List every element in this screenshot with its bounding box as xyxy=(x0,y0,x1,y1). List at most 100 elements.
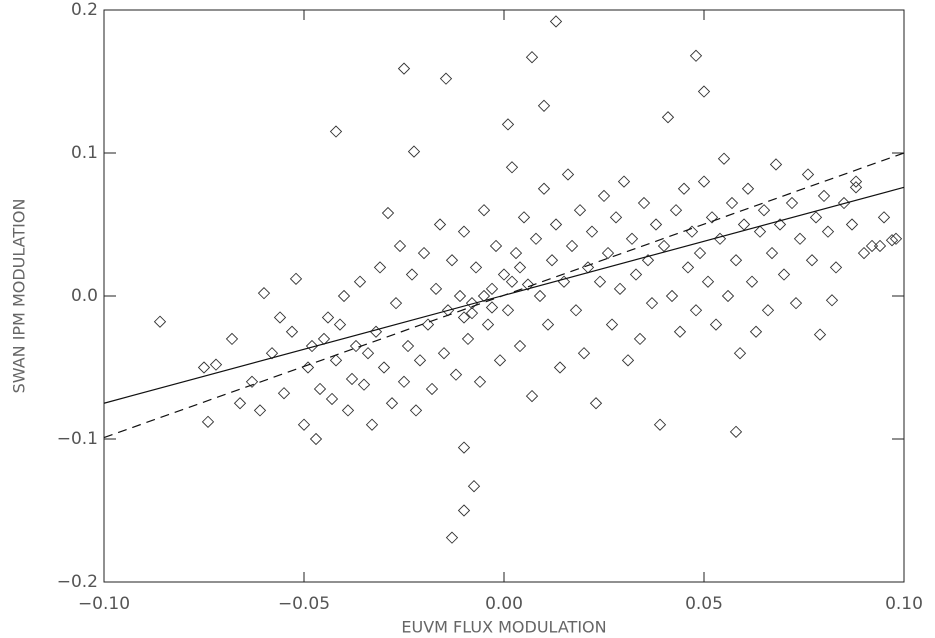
scatter-point xyxy=(277,387,291,400)
scatter-point xyxy=(513,261,527,274)
scatter-point xyxy=(577,347,591,360)
scatter-point xyxy=(653,418,667,431)
scatter-point xyxy=(873,239,887,253)
scatter-point xyxy=(197,361,211,374)
scatter-point xyxy=(341,404,355,417)
scatter-point xyxy=(821,225,835,238)
scatter-point xyxy=(813,328,827,341)
scatter-point xyxy=(637,196,651,210)
scatter-point xyxy=(325,392,339,406)
scatter-point xyxy=(377,361,391,374)
scatter-point xyxy=(673,325,687,338)
scatter-point xyxy=(465,307,479,320)
y-axis-title: SWAN IPM MODULATION xyxy=(10,199,29,394)
scatter-point xyxy=(889,232,903,245)
scatter-point xyxy=(845,218,859,231)
scatter-point xyxy=(649,218,663,231)
scatter-point xyxy=(849,175,863,188)
scatter-point xyxy=(717,152,731,165)
scatter-point xyxy=(429,282,443,295)
y-tick-label: 0.0 xyxy=(71,286,98,306)
scatter-point xyxy=(737,218,751,231)
scatter-point xyxy=(681,261,695,274)
scatter-point xyxy=(629,268,643,281)
scatter-point xyxy=(689,304,703,317)
scatter-point xyxy=(741,182,755,195)
scatter-point xyxy=(201,415,215,428)
scatter-point xyxy=(825,294,839,307)
scatter-point xyxy=(421,318,435,331)
scatter-point xyxy=(601,246,615,260)
scatter-point xyxy=(445,531,459,544)
scatter-point xyxy=(457,441,471,454)
scatter-point xyxy=(529,232,543,245)
scatter-point xyxy=(709,318,723,331)
scatter-point xyxy=(533,289,547,303)
scatter-point xyxy=(573,204,587,217)
y-tick-label: 0.1 xyxy=(71,143,98,163)
scatter-point xyxy=(297,418,311,431)
scatter-point xyxy=(501,304,515,317)
scatter-point xyxy=(225,332,239,346)
x-axis-title: EUVM FLUX MODULATION xyxy=(401,618,606,637)
scatter-point xyxy=(485,301,499,314)
scatter-point xyxy=(765,246,779,260)
scatter-point xyxy=(437,347,451,360)
scatter-point xyxy=(329,354,343,367)
scatter-point xyxy=(385,397,399,410)
x-tick-label: −0.05 xyxy=(278,594,330,614)
scatter-point xyxy=(685,225,699,238)
scatter-point xyxy=(417,246,431,260)
scatter-point xyxy=(777,268,791,281)
scatter-point xyxy=(809,211,823,224)
scatter-point xyxy=(509,246,523,260)
scatter-point xyxy=(801,168,815,181)
scatter-point xyxy=(521,278,535,291)
scatter-point xyxy=(785,196,799,210)
y-tick-label: 0.2 xyxy=(71,0,98,20)
scatter-point xyxy=(457,225,471,238)
scatter-point xyxy=(485,282,499,295)
scatter-point xyxy=(617,175,631,188)
scatter-point xyxy=(761,304,775,317)
scatter-point xyxy=(597,189,611,203)
scatter-point xyxy=(389,297,403,310)
scatter-point xyxy=(697,85,711,98)
x-tick-label: 0.10 xyxy=(885,594,923,614)
scatter-point xyxy=(561,168,575,181)
scatter-point xyxy=(381,206,395,220)
scatter-point xyxy=(565,239,579,253)
scatter-point xyxy=(273,311,287,324)
scatter-point xyxy=(397,62,411,75)
scatter-point xyxy=(713,232,727,245)
scatter-point xyxy=(645,297,659,310)
scatter-point xyxy=(677,182,691,195)
scatter-point xyxy=(749,325,763,338)
scatter-point xyxy=(865,239,879,253)
scatter-point xyxy=(641,254,655,267)
scatter-point xyxy=(569,304,583,317)
plot-frame xyxy=(103,9,905,583)
scatter-point xyxy=(425,382,439,396)
scatter-point xyxy=(693,246,707,260)
scatter-point xyxy=(505,275,519,288)
scatter-point xyxy=(489,239,503,253)
scatter-point xyxy=(497,268,511,281)
scatter-point xyxy=(337,289,351,303)
scatter-point xyxy=(253,404,267,417)
scatter-point xyxy=(329,125,343,138)
scatter-point xyxy=(209,358,223,371)
scatter-point xyxy=(233,397,247,410)
scatter-point xyxy=(789,297,803,310)
scatter-point xyxy=(525,389,539,403)
scatter-point xyxy=(305,339,319,353)
scatter-point xyxy=(805,254,819,267)
scatter-point xyxy=(301,361,315,374)
scatter-point xyxy=(345,372,359,386)
scatter-point xyxy=(553,361,567,374)
scatter-point xyxy=(541,318,555,331)
scatter-point xyxy=(725,196,739,210)
scatter-point xyxy=(669,204,683,217)
scatter-point xyxy=(461,332,475,346)
scatter-point xyxy=(609,211,623,224)
